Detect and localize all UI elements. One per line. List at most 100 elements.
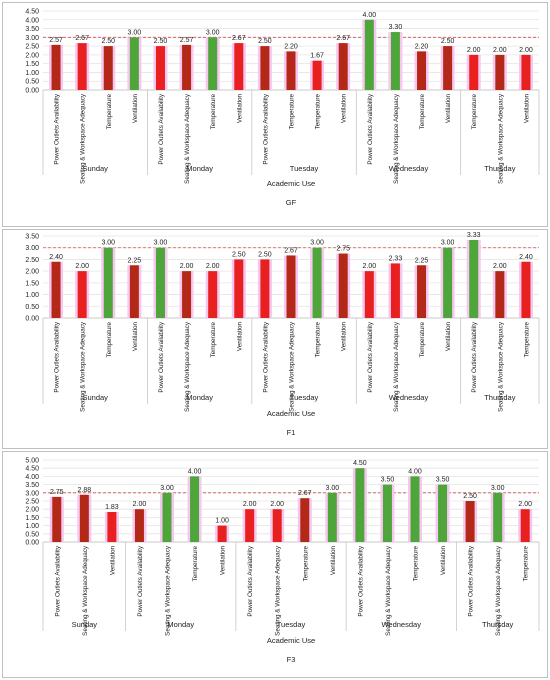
data-label: 2.20 bbox=[415, 43, 429, 50]
bar bbox=[103, 247, 113, 318]
bar bbox=[134, 509, 144, 542]
y-tick-label: 3.00 bbox=[25, 35, 39, 42]
bar bbox=[443, 247, 453, 318]
x-tick-label: Power Outlets Availability bbox=[367, 321, 374, 392]
y-tick-label: 3.50 bbox=[25, 234, 39, 241]
bar bbox=[338, 43, 348, 90]
data-label: 3.50 bbox=[436, 477, 450, 484]
y-tick-label: 0.50 bbox=[25, 79, 39, 86]
data-label: 2.00 bbox=[467, 47, 481, 54]
x-tick-label: Ventilation bbox=[132, 322, 139, 352]
bar bbox=[260, 259, 270, 318]
chart-panel-gf: 0.00 0.50 1.00 1.50 2.00 2.50 3.00 3.50 4.00 4.50… bbox=[2, 2, 548, 227]
data-label: 2.50 bbox=[441, 38, 455, 45]
bar bbox=[234, 259, 244, 318]
group-label: Thursday bbox=[482, 620, 514, 629]
bar bbox=[338, 253, 348, 318]
x-tick-label: Ventilation bbox=[109, 546, 116, 576]
x-tick-label: Temperature bbox=[106, 322, 113, 358]
bar bbox=[260, 46, 270, 90]
y-tick-label: 0.00 bbox=[25, 316, 39, 323]
group-label: Monday bbox=[167, 620, 194, 629]
group-label: Wednesday bbox=[381, 620, 421, 629]
bar bbox=[300, 498, 310, 542]
group-label: Tuesday bbox=[277, 620, 306, 629]
x-tick-label: Temperature bbox=[210, 322, 217, 358]
x-tick-label: Temperature bbox=[302, 546, 309, 582]
data-label: 4.00 bbox=[408, 468, 422, 475]
x-axis-title: Academic Use bbox=[267, 636, 315, 645]
data-label: 2.67 bbox=[232, 35, 246, 42]
data-label: 2.00 bbox=[493, 47, 507, 54]
x-tick-label: Temperature bbox=[315, 94, 322, 130]
y-tick-label: 2.00 bbox=[25, 52, 39, 59]
data-label: 2.25 bbox=[128, 257, 142, 264]
bar bbox=[443, 46, 453, 90]
bar bbox=[234, 43, 244, 90]
bar bbox=[390, 263, 400, 318]
bar bbox=[217, 525, 227, 542]
data-label: 3.00 bbox=[206, 29, 220, 36]
y-tick-label: 2.00 bbox=[25, 507, 39, 514]
bar bbox=[245, 509, 255, 542]
x-tick-label: Power Outlets Availability bbox=[247, 545, 254, 616]
y-tick-label: 4.00 bbox=[25, 17, 39, 24]
group-label: Wednesday bbox=[389, 393, 429, 402]
bar bbox=[312, 247, 322, 318]
data-label: 3.33 bbox=[467, 232, 481, 239]
bar bbox=[129, 37, 139, 90]
bar bbox=[208, 37, 218, 90]
x-tick-label: Seating & Workspace Adequacy bbox=[393, 93, 400, 184]
data-label: 3.00 bbox=[310, 240, 324, 247]
data-label: 2.50 bbox=[101, 38, 115, 45]
data-label: 3.00 bbox=[491, 485, 505, 492]
x-tick-label: Ventilation bbox=[236, 94, 243, 124]
data-label: 3.00 bbox=[154, 240, 168, 247]
y-tick-label: 0.50 bbox=[25, 304, 39, 311]
x-tick-label: Power Outlets Availability bbox=[54, 321, 61, 392]
bar bbox=[129, 265, 139, 318]
y-tick-label: 3.50 bbox=[25, 26, 39, 33]
bar bbox=[107, 511, 117, 542]
data-label: 2.20 bbox=[284, 43, 298, 50]
panel-name: GF bbox=[286, 198, 297, 207]
bar bbox=[417, 51, 427, 90]
bar bbox=[51, 44, 61, 90]
data-label: 1.67 bbox=[310, 53, 324, 60]
bar bbox=[390, 32, 400, 90]
bar bbox=[493, 492, 503, 542]
group-label: Thursday bbox=[484, 393, 516, 402]
bar bbox=[190, 476, 200, 542]
y-tick-label: 3.00 bbox=[25, 490, 39, 497]
x-tick-label: Ventilation bbox=[445, 322, 452, 352]
y-tick-label: 4.50 bbox=[25, 466, 39, 473]
data-label: 2.50 bbox=[232, 251, 246, 258]
y-tick-label: 3.00 bbox=[25, 245, 39, 252]
y-tick-label: 1.00 bbox=[25, 523, 39, 530]
panel-name: F1 bbox=[287, 428, 296, 437]
bar bbox=[364, 19, 374, 90]
data-label: 2.50 bbox=[154, 38, 168, 45]
group-label: Sunday bbox=[82, 164, 108, 173]
chart-svg-f3: 0.000.501.001.502.002.503.003.504.004.50… bbox=[25, 458, 540, 664]
chart-panel-f1: 0.00 0.50 1.00 1.50 2.00 2.50 3.00 3.50 2.40 Powe… bbox=[2, 229, 548, 449]
data-label: 4.00 bbox=[363, 12, 377, 19]
x-tick-label: Seating & Workspace Adequacy bbox=[385, 545, 392, 636]
bar bbox=[79, 494, 89, 542]
y-tick-label: 5.00 bbox=[25, 458, 39, 465]
x-tick-label: Temperature bbox=[413, 546, 420, 582]
group-label: Thursday bbox=[484, 164, 516, 173]
bar bbox=[52, 496, 62, 542]
y-tick-label: 0.00 bbox=[25, 88, 39, 95]
chart-svg-f1: 0.00 0.50 1.00 1.50 2.00 2.50 3.00 3.50 2.40 Powe… bbox=[25, 232, 540, 437]
data-label: 2.57 bbox=[49, 37, 63, 44]
chart-svg-gf: 0.000.501.001.502.002.503.003.504.004.50… bbox=[25, 9, 540, 207]
data-label: 2.00 bbox=[270, 501, 284, 508]
x-tick-label: Ventilation bbox=[445, 94, 452, 124]
bar bbox=[355, 468, 365, 542]
data-label: 1.00 bbox=[215, 518, 229, 525]
x-tick-label: Seating & Workspace Adequacy bbox=[275, 545, 282, 636]
x-tick-label: Temperature bbox=[523, 322, 530, 358]
group-label: Monday bbox=[186, 393, 213, 402]
bar bbox=[77, 43, 87, 90]
